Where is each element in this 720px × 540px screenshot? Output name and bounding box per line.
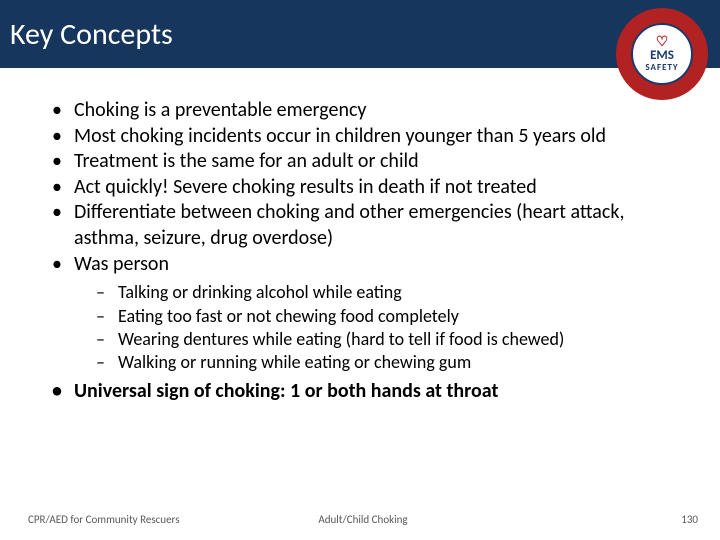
sub-bullet-list: Talking or drinking alcohol while eating…: [74, 281, 690, 375]
bullet-item: Most choking incidents occur in children…: [52, 124, 690, 150]
bullet-text: Act quickly! Severe choking results in d…: [74, 175, 537, 199]
sub-bullet-item: Talking or drinking alcohol while eating: [96, 281, 690, 304]
footer-page-number: 130: [475, 513, 698, 526]
sub-bullet-text: Walking or running while eating or chewi…: [118, 351, 471, 373]
heart-ecg-icon: ♡: [656, 35, 669, 49]
sub-bullet-item: Walking or running while eating or chewi…: [96, 351, 690, 374]
bullet-item: Was person Talking or drinking alcohol w…: [52, 252, 690, 375]
footer-left: CPR/AED for Community Rescuers: [28, 513, 251, 526]
footer: CPR/AED for Community Rescuers Adult/Chi…: [0, 513, 720, 526]
bullet-text: Treatment is the same for an adult or ch…: [74, 149, 419, 173]
bullet-list: Choking is a preventable emergency Most …: [30, 98, 690, 404]
ems-safety-logo: ♡ EMS SAFETY: [616, 8, 708, 100]
bullet-text: Differentiate between choking and other …: [74, 200, 624, 250]
logo-outer-ring: ♡ EMS SAFETY: [616, 8, 708, 100]
bullet-item: Differentiate between choking and other …: [52, 200, 690, 251]
bullet-text: Universal sign of choking: 1 or both han…: [74, 379, 498, 403]
bullet-text: Choking is a preventable emergency: [74, 98, 366, 122]
logo-inner-circle: ♡ EMS SAFETY: [631, 23, 693, 85]
title-bar: Key Concepts ♡ EMS SAFETY: [0, 0, 720, 68]
sub-bullet-item: Wearing dentures while eating (hard to t…: [96, 328, 690, 351]
bullet-text: Most choking incidents occur in children…: [74, 124, 606, 148]
logo-safety-text: SAFETY: [645, 62, 678, 73]
sub-bullet-text: Eating too fast or not chewing food comp…: [118, 305, 459, 327]
slide-title: Key Concepts: [10, 16, 173, 53]
footer-center: Adult/Child Choking: [251, 513, 474, 526]
logo-ems-text: EMS: [650, 49, 674, 62]
sub-bullet-item: Eating too fast or not chewing food comp…: [96, 305, 690, 328]
sub-bullet-text: Talking or drinking alcohol while eating: [118, 281, 402, 303]
bullet-item: Choking is a preventable emergency: [52, 98, 690, 124]
content-area: Choking is a preventable emergency Most …: [0, 68, 720, 404]
bullet-item-bold: Universal sign of choking: 1 or both han…: [52, 379, 690, 405]
sub-bullet-text: Wearing dentures while eating (hard to t…: [118, 328, 564, 350]
bullet-item: Act quickly! Severe choking results in d…: [52, 175, 690, 201]
bullet-item: Treatment is the same for an adult or ch…: [52, 149, 690, 175]
bullet-text: Was person: [74, 252, 169, 276]
